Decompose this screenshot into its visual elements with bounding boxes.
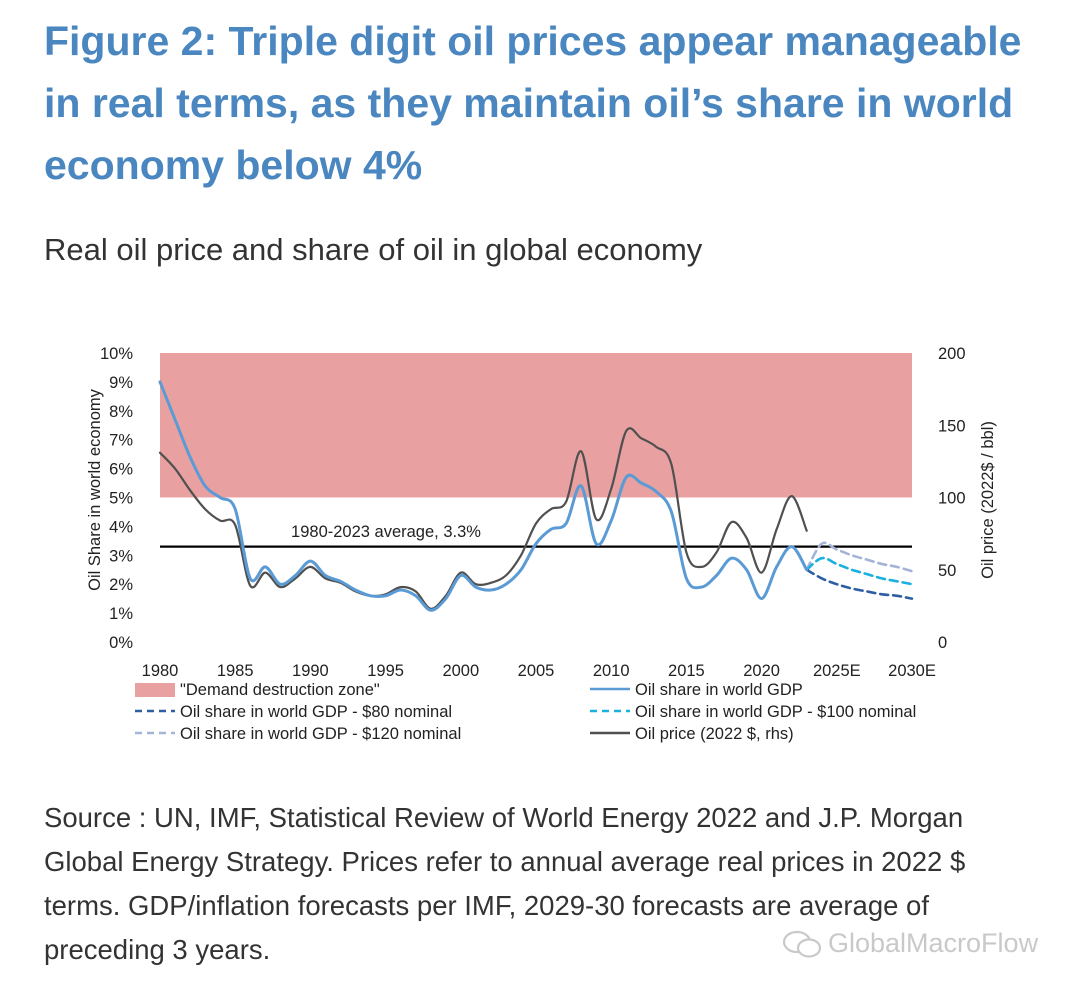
x-tick-label: 1985: [217, 662, 254, 680]
demand-destruction-zone: [160, 353, 912, 498]
legend-label: "Demand destruction zone": [180, 681, 380, 699]
left-axis: 0% 1% 2% 3% 4% 5% 6% 7% 8% 9% 10%: [100, 345, 133, 652]
left-tick-label: 6%: [109, 461, 133, 479]
legend-label: Oil share in world GDP: [635, 681, 803, 699]
legend-label: Oil share in world GDP - $120 nominal: [180, 725, 461, 743]
right-tick-label: 150: [938, 417, 966, 435]
legend-label: Oil share in world GDP - $100 nominal: [635, 703, 916, 721]
left-tick-label: 3%: [109, 547, 133, 565]
share-80-line: [805, 568, 914, 600]
share-120-line: [805, 541, 914, 573]
right-axis: 0 50 100 150 200: [938, 345, 966, 652]
x-tick-label: 2000: [442, 662, 479, 680]
x-tick-label: 2010: [593, 662, 630, 680]
x-tick-label: 1980: [142, 662, 179, 680]
legend-label: Oil price (2022 $, rhs): [635, 725, 794, 743]
watermark-text: GlobalMacroFlow: [828, 928, 1039, 958]
share-line: [158, 380, 809, 612]
right-axis-label: Oil price (2022$ / bbl): [979, 421, 997, 579]
x-axis: 1980 1985 1990 1995 2000 2005 2010 2015 2020 2025…: [142, 662, 936, 680]
figure-subtitle: Real oil price and share of oil in globa…: [44, 232, 703, 267]
legend-swatch: [135, 683, 175, 697]
left-tick-label: 7%: [109, 432, 133, 450]
left-axis-label: Oil Share in world economy: [86, 388, 104, 591]
x-tick-label: 1995: [367, 662, 404, 680]
series-group: [158, 380, 914, 612]
left-tick-label: 8%: [109, 403, 133, 421]
x-tick-label: 2005: [518, 662, 555, 680]
x-tick-label: 2030E: [888, 662, 936, 680]
x-tick-label: 1990: [292, 662, 329, 680]
right-tick-label: 200: [938, 345, 966, 363]
right-tick-label: 0: [938, 634, 947, 652]
x-tick-label: 2015: [668, 662, 705, 680]
legend-label: Oil share in world GDP - $80 nominal: [180, 703, 452, 721]
oil-chart: 0% 1% 2% 3% 4% 5% 6% 7% 8% 9% 10% 0 50 100 150 200 198…: [86, 345, 997, 743]
right-tick-label: 100: [938, 490, 966, 508]
x-tick-label: 2025E: [813, 662, 861, 680]
left-tick-label: 4%: [109, 518, 133, 536]
right-tick-label: 50: [938, 562, 956, 580]
figure-title: Figure 2: Triple digit oil prices appear…: [44, 18, 1022, 188]
watermark: GlobalMacroFlow: [782, 928, 1038, 959]
left-tick-label: 10%: [100, 345, 133, 363]
left-tick-label: 5%: [109, 490, 133, 508]
left-tick-label: 2%: [109, 576, 133, 594]
left-tick-label: 0%: [109, 634, 133, 652]
x-tick-label: 2020: [743, 662, 780, 680]
chart-legend: "Demand destruction zone" Oil share in wo…: [135, 681, 916, 743]
left-tick-label: 1%: [109, 605, 133, 623]
chat-bubble-icon: [782, 930, 822, 958]
share-100-line: [805, 556, 914, 586]
left-tick-label: 9%: [109, 374, 133, 392]
price-line: [158, 427, 808, 610]
source-note: Source : UN, IMF, Statistical Review of …: [44, 802, 966, 965]
average-label: 1980-2023 average, 3.3%: [291, 523, 481, 541]
